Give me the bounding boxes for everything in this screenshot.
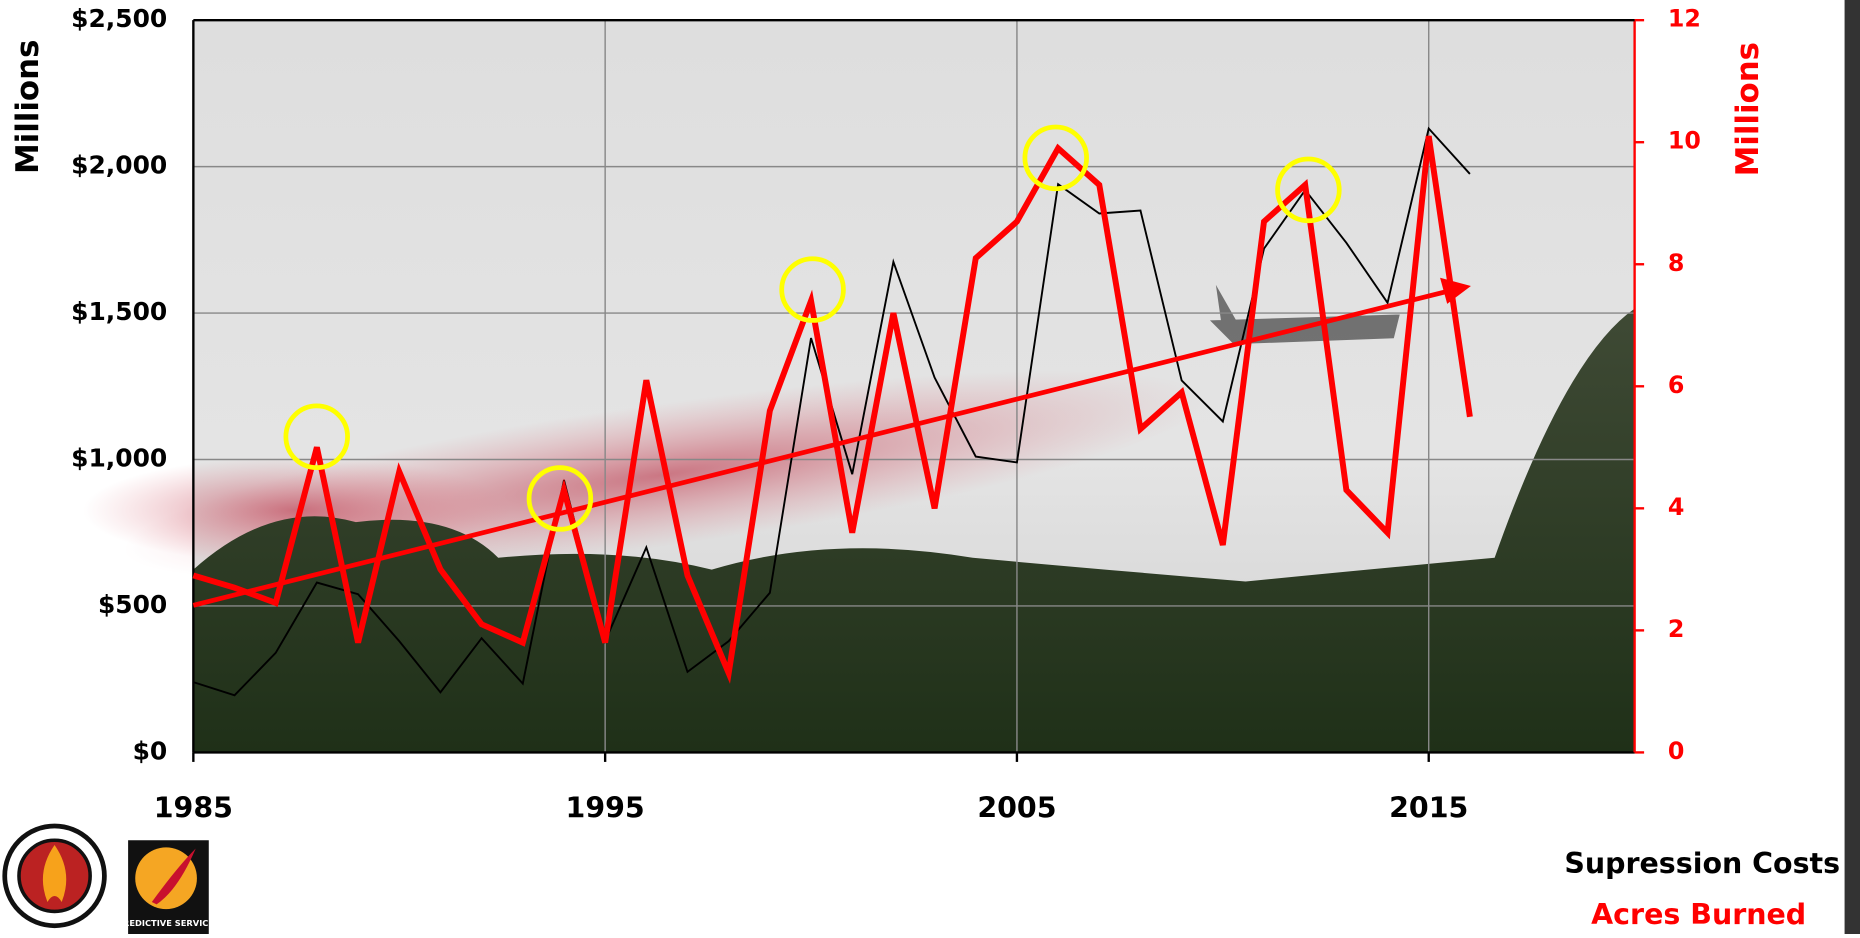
x-tick-label: 1985 xyxy=(154,791,233,824)
y2-tick-label: 6 xyxy=(1668,371,1685,399)
y-axis-title: Millions xyxy=(10,40,46,174)
logo-nifc xyxy=(5,826,105,926)
y-tick-label: $0 xyxy=(133,736,168,765)
y2-tick-label: 0 xyxy=(1668,737,1685,765)
logo-predictive: PREDICTIVE SERVICES xyxy=(117,840,220,934)
y-tick-label: $2,000 xyxy=(71,151,167,180)
y2-tick-label: 2 xyxy=(1668,615,1685,643)
y-tick-label: $1,500 xyxy=(71,297,167,326)
x-tick-label: 2005 xyxy=(977,791,1056,824)
chart: $0$500$1,000$1,500$2,000$2,5001985199520… xyxy=(0,0,1860,934)
legend-entry: Supression Costs xyxy=(1564,847,1840,880)
y-tick-label: $2,500 xyxy=(71,4,167,33)
y2-tick-label: 4 xyxy=(1668,493,1685,521)
y2-tick-label: 12 xyxy=(1668,5,1701,33)
x-tick-label: 2015 xyxy=(1389,791,1468,824)
y-tick-label: $500 xyxy=(98,590,167,619)
edge-strip xyxy=(1845,0,1860,934)
y2-tick-label: 8 xyxy=(1668,249,1685,277)
y2-tick-label: 10 xyxy=(1668,127,1701,155)
x-tick-label: 1995 xyxy=(566,791,645,824)
legend-entry: Acres Burned xyxy=(1591,898,1806,931)
logo-text: PREDICTIVE SERVICES xyxy=(117,918,220,928)
y-tick-label: $1,000 xyxy=(71,444,167,473)
page: $0$500$1,000$1,500$2,000$2,5001985199520… xyxy=(0,0,1860,934)
y2-axis-title: Millions xyxy=(1730,42,1766,176)
